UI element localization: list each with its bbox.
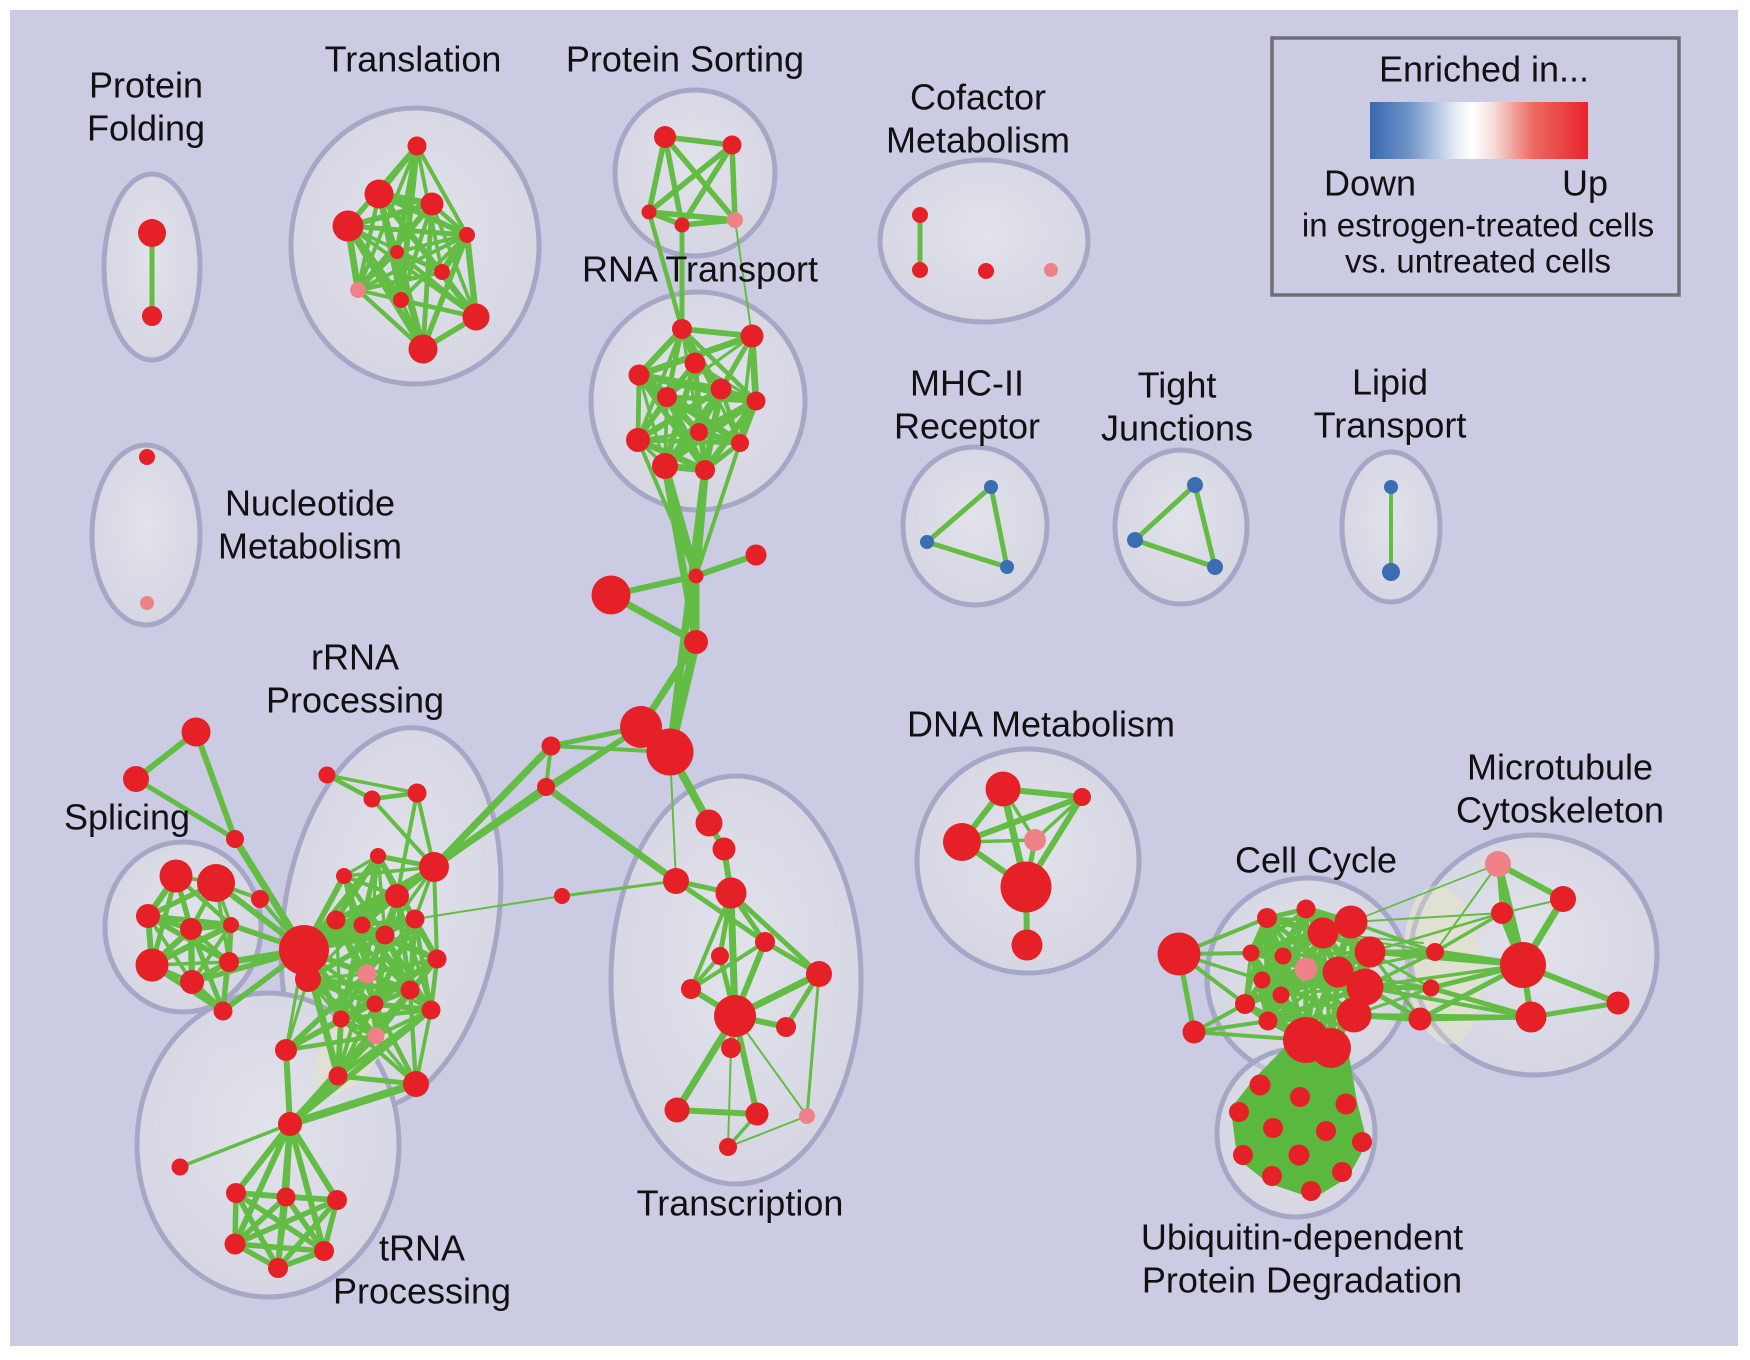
svg-text:Enriched in...: Enriched in... — [1379, 49, 1589, 90]
svg-text:tRNA: tRNA — [379, 1228, 465, 1269]
svg-text:Transcription: Transcription — [637, 1183, 844, 1224]
svg-text:Junctions: Junctions — [1101, 408, 1253, 449]
svg-text:Cofactor: Cofactor — [910, 77, 1046, 118]
svg-text:Translation: Translation — [325, 39, 502, 80]
svg-text:rRNA: rRNA — [311, 637, 399, 678]
svg-text:Metabolism: Metabolism — [886, 120, 1070, 161]
svg-text:Metabolism: Metabolism — [218, 526, 402, 567]
svg-text:Folding: Folding — [87, 108, 205, 149]
svg-text:Tight: Tight — [1138, 365, 1217, 406]
svg-text:in estrogen-treated cells: in estrogen-treated cells — [1302, 207, 1654, 244]
svg-text:Splicing: Splicing — [64, 797, 190, 838]
svg-text:Processing: Processing — [266, 680, 444, 721]
svg-text:vs. untreated cells: vs. untreated cells — [1345, 243, 1611, 280]
svg-text:Up: Up — [1562, 163, 1608, 204]
svg-text:Protein Degradation: Protein Degradation — [1142, 1260, 1462, 1301]
svg-text:Protein: Protein — [89, 65, 203, 106]
svg-text:Transport: Transport — [1314, 405, 1467, 446]
svg-text:Cell Cycle: Cell Cycle — [1235, 840, 1397, 881]
svg-text:Protein Sorting: Protein Sorting — [566, 39, 804, 80]
svg-text:Down: Down — [1324, 163, 1416, 204]
svg-text:Ubiquitin-dependent: Ubiquitin-dependent — [1141, 1217, 1463, 1258]
svg-text:MHC-II: MHC-II — [910, 363, 1024, 404]
svg-text:Lipid: Lipid — [1352, 362, 1428, 403]
svg-text:Receptor: Receptor — [894, 406, 1040, 447]
svg-text:Nucleotide: Nucleotide — [225, 483, 395, 524]
svg-text:Microtubule: Microtubule — [1467, 747, 1653, 788]
svg-text:DNA Metabolism: DNA Metabolism — [907, 704, 1175, 745]
svg-text:Processing: Processing — [333, 1271, 511, 1312]
svg-text:RNA Transport: RNA Transport — [582, 249, 818, 290]
svg-text:Cytoskeleton: Cytoskeleton — [1456, 790, 1664, 831]
